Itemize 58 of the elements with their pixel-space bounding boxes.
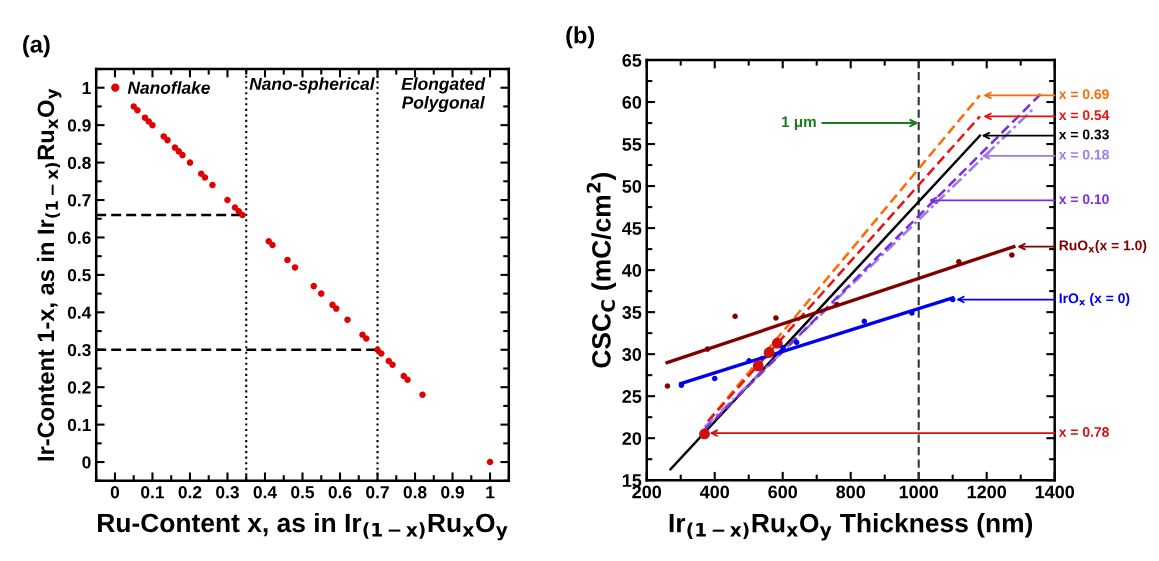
- y-tick-label: 1: [82, 82, 91, 95]
- y-tick-label: 0.6: [67, 231, 91, 244]
- x-tick-label: 1000: [899, 485, 939, 499]
- y-axis-title: Ir-Content 1-x, as in Ir$_{(1−x)}$Ru$_{x}$O$_{y}$: [36, 88, 62, 461]
- y-tick-label: 0.8: [67, 156, 91, 170]
- y-tick-label: 0.3: [67, 343, 91, 357]
- x-tick-label: 1400: [1035, 485, 1075, 499]
- x-tick-label: 400: [699, 485, 730, 499]
- y-tick-label: 0.9: [67, 119, 91, 132]
- y-tick-label: 0.2: [67, 381, 91, 394]
- y-tick-label: 0.7: [67, 194, 91, 207]
- x-axis-title: Ru-Content x, as in Ir$_{(1−x)}$Ru$_{x}$O$_{y}$: [98, 512, 508, 541]
- x-tick-label: 0.6: [328, 486, 352, 499]
- chart-title: (a): [23, 35, 50, 58]
- x-tick-label: 0.4: [253, 486, 277, 499]
- annotation: Nano-spherical: [249, 77, 375, 94]
- annotation: x = 0.78: [1058, 427, 1109, 437]
- ref-line-label: 1 μm: [782, 116, 816, 131]
- y-axis-title: CSC$_{C}$ (mC/cm$^{2}$): [586, 173, 616, 368]
- y-tick-label: 0: [82, 456, 91, 469]
- x-tick-label: 1200: [967, 485, 1007, 499]
- y-tick-label: 0.5: [67, 269, 91, 282]
- x-tick-label: 800: [836, 485, 866, 499]
- x-tick-label: 0.2: [178, 486, 202, 499]
- x-axis-title: Ir$_{(1−x)}$Ru$_{x}$O$_{y}$ Thickness (nm): [669, 513, 1033, 541]
- annotation: x = 0.33: [1058, 129, 1109, 140]
- y-tick-label: 0.4: [67, 306, 92, 319]
- x-tick-label: 0.9: [441, 486, 464, 499]
- x-tick-label: 0.1: [141, 486, 165, 499]
- x-tick-label: 0.8: [403, 486, 427, 499]
- y-tick-label: 30: [622, 348, 642, 361]
- y-tick-label: 35: [622, 306, 642, 319]
- y-tick-label: 65: [622, 53, 642, 67]
- y-tick-label: 20: [622, 432, 642, 445]
- y-tick-label: 0.1: [67, 418, 91, 432]
- annotation: x = 0.10: [1058, 194, 1109, 205]
- x-tick-label: 1: [486, 486, 495, 499]
- annotation: x = 0.18: [1058, 149, 1109, 160]
- annotation: x = 0.69: [1058, 89, 1109, 100]
- y-tick-label: 15: [622, 474, 642, 487]
- y-tick-label: 40: [622, 264, 642, 277]
- y-tick-label: 45: [622, 222, 642, 235]
- y-tick-label: 60: [622, 95, 642, 109]
- y-tick-label: 25: [622, 390, 642, 403]
- annotation: Elongated Polygonal: [401, 77, 486, 113]
- y-tick-label: 50: [622, 180, 642, 193]
- x-tick-label: 200: [632, 485, 662, 499]
- legend-label: Nanoflake: [127, 81, 210, 94]
- annotation: x = 0.54: [1058, 110, 1110, 121]
- chart-title: (b): [566, 26, 595, 49]
- x-tick-label: 0.3: [216, 486, 239, 499]
- x-tick-label: 600: [768, 485, 798, 499]
- x-tick-label: 0: [110, 486, 120, 499]
- y-tick-label: 55: [622, 138, 642, 151]
- x-tick-label: 0.7: [366, 486, 389, 499]
- annotation: RuO$_{x}$(x = 1.0): [1059, 240, 1147, 254]
- x-tick-label: 0.5: [291, 486, 315, 499]
- annotation: IrO$_{x}$ (x = 0): [1059, 293, 1130, 306]
